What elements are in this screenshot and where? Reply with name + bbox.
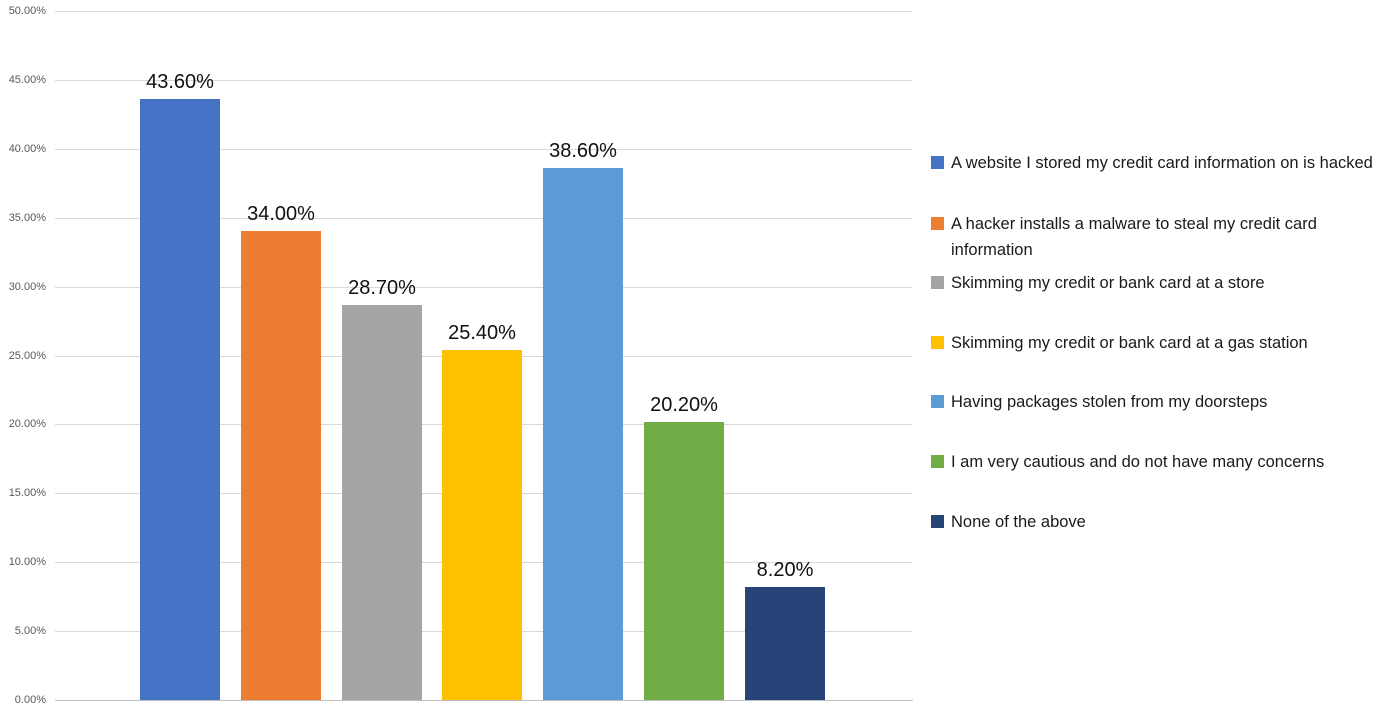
- bar-1[interactable]: [140, 99, 220, 700]
- legend-swatch-icon: [931, 395, 944, 408]
- legend-label: Skimming my credit or bank card at a gas…: [951, 334, 1308, 352]
- legend-swatch-icon: [931, 217, 944, 230]
- bar-data-label: 8.20%: [756, 559, 814, 581]
- legend-label: A website I stored my credit card inform…: [951, 154, 1373, 172]
- bar-3[interactable]: [342, 305, 422, 700]
- bar-data-label: 34.00%: [247, 203, 315, 225]
- grid-line: [55, 287, 912, 288]
- x-axis-line: [55, 700, 913, 701]
- legend-item-4[interactable]: Skimming my credit or bank card at a gas…: [931, 330, 1391, 356]
- bar-4[interactable]: [442, 350, 522, 700]
- bar-2[interactable]: [241, 231, 321, 700]
- legend-swatch-icon: [931, 336, 944, 349]
- grid-line: [55, 80, 912, 81]
- bar-data-label: 25.40%: [448, 322, 516, 344]
- legend-item-3[interactable]: Skimming my credit or bank card at a sto…: [931, 270, 1391, 296]
- legend-swatch-icon: [931, 515, 944, 528]
- bar-5[interactable]: [543, 168, 623, 700]
- legend-item-7[interactable]: None of the above: [931, 509, 1391, 535]
- y-tick-label: 15.00%: [8, 487, 46, 499]
- legend-item-2[interactable]: A hacker installs a malware to steal my …: [931, 211, 1391, 263]
- legend-label: None of the above: [951, 513, 1086, 531]
- y-tick-label: 5.00%: [14, 625, 46, 637]
- legend-item-1[interactable]: A website I stored my credit card inform…: [931, 150, 1391, 176]
- y-tick-label: 0.00%: [14, 694, 46, 706]
- legend-label: A hacker installs a malware to steal my …: [951, 215, 1317, 259]
- grid-line: [55, 11, 912, 12]
- legend: A website I stored my credit card inform…: [931, 0, 1393, 714]
- legend-swatch-icon: [931, 156, 944, 169]
- legend-label: Having packages stolen from my doorsteps: [951, 393, 1268, 411]
- bar-7[interactable]: [745, 587, 825, 700]
- legend-swatch-icon: [931, 276, 944, 289]
- y-tick-label: 40.00%: [8, 143, 46, 155]
- y-tick-label: 20.00%: [8, 418, 46, 430]
- bar-data-label: 28.70%: [348, 277, 416, 299]
- y-tick-label: 35.00%: [8, 212, 46, 224]
- y-tick-label: 25.00%: [8, 350, 46, 362]
- legend-label: I am very cautious and do not have many …: [951, 453, 1325, 471]
- bar-data-label: 38.60%: [549, 140, 617, 162]
- grid-line: [55, 149, 912, 150]
- legend-label: Skimming my credit or bank card at a sto…: [951, 274, 1265, 292]
- y-tick-label: 30.00%: [8, 281, 46, 293]
- bar-6[interactable]: [644, 422, 724, 700]
- legend-item-5[interactable]: Having packages stolen from my doorsteps: [931, 389, 1391, 415]
- y-tick-label: 50.00%: [8, 5, 46, 17]
- grid-line: [55, 218, 912, 219]
- bar-data-label: 20.20%: [650, 394, 718, 416]
- y-tick-label: 10.00%: [8, 556, 46, 568]
- y-tick-label: 45.00%: [8, 74, 46, 86]
- legend-item-6[interactable]: I am very cautious and do not have many …: [931, 449, 1391, 475]
- bar-data-label: 43.60%: [146, 71, 214, 93]
- legend-swatch-icon: [931, 455, 944, 468]
